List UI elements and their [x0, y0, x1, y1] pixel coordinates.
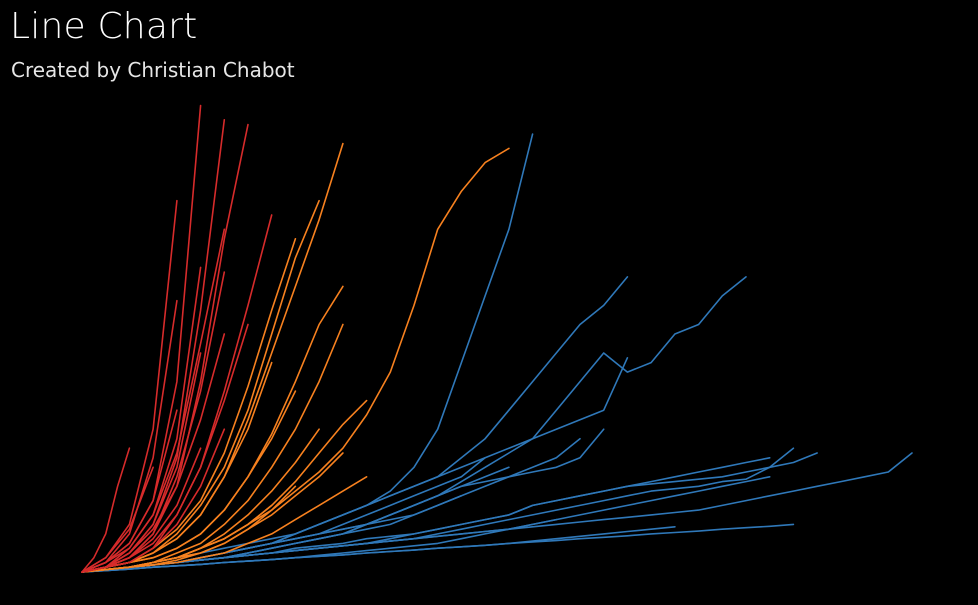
series-line-16 — [81, 447, 202, 573]
series-line-17 — [81, 428, 226, 573]
series-line-15 — [81, 466, 154, 573]
series-line-6 — [81, 447, 131, 573]
chart-title: Line Chart — [10, 6, 198, 47]
series-line-2 — [81, 119, 226, 573]
series-line-18 — [81, 147, 510, 573]
series-line-21 — [81, 238, 297, 573]
series-line-31 — [81, 504, 273, 573]
series-line-13 — [81, 409, 178, 573]
series-line-7 — [81, 228, 226, 573]
chart-subtitle: Created by Christian Chabot — [11, 58, 295, 82]
series-line-19 — [81, 142, 344, 573]
series-layer — [81, 104, 913, 573]
series-line-41 — [81, 428, 605, 573]
series-line-20 — [81, 199, 320, 573]
series-line-45 — [81, 518, 558, 573]
